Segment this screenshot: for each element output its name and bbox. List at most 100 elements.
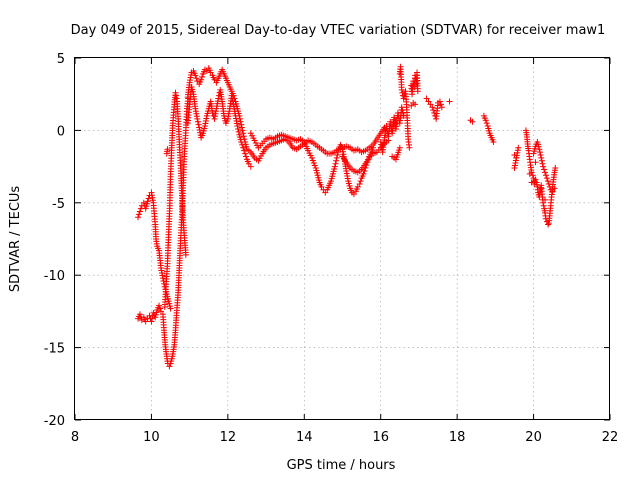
x-tick-label: 18 bbox=[449, 430, 466, 445]
data-point bbox=[156, 302, 163, 309]
y-tick-labels: -20 -15 -10 -5 0 5 bbox=[44, 52, 65, 429]
y-tick-label: 5 bbox=[57, 52, 65, 67]
data-point bbox=[236, 112, 243, 119]
y-tick-label: -15 bbox=[44, 342, 65, 357]
data-point bbox=[370, 144, 377, 151]
data-point bbox=[198, 76, 205, 83]
x-tick-label: 8 bbox=[71, 430, 79, 445]
data-point bbox=[140, 199, 147, 206]
data-point bbox=[398, 86, 405, 93]
data-point bbox=[545, 180, 552, 187]
plot-frame bbox=[74, 57, 610, 420]
x-tick-label: 14 bbox=[296, 430, 313, 445]
data-point bbox=[159, 275, 166, 282]
data-point bbox=[412, 101, 419, 108]
x-axis-label: GPS time / hours bbox=[287, 458, 396, 473]
x-tick-label: 22 bbox=[602, 430, 619, 445]
data-point bbox=[215, 95, 222, 102]
data-point bbox=[545, 221, 552, 228]
data-point bbox=[546, 183, 553, 190]
data-point bbox=[243, 153, 250, 160]
y-axis-label: SDTVAR / TECUs bbox=[8, 186, 23, 293]
data-point bbox=[167, 305, 174, 312]
data-point bbox=[240, 133, 247, 140]
data-point bbox=[542, 196, 549, 203]
data-point bbox=[537, 152, 544, 159]
data-point bbox=[539, 160, 546, 167]
data-point bbox=[166, 363, 173, 370]
data-point bbox=[399, 89, 406, 96]
data-point bbox=[357, 178, 364, 185]
x-tick-label: 16 bbox=[372, 430, 389, 445]
y-tick-label: -10 bbox=[44, 269, 65, 284]
data-point bbox=[247, 163, 254, 170]
x-tick-label: 20 bbox=[525, 430, 542, 445]
data-point bbox=[414, 88, 421, 95]
data-point bbox=[145, 195, 152, 202]
data-point bbox=[199, 73, 206, 80]
data-point bbox=[194, 115, 201, 122]
data-point bbox=[234, 123, 241, 130]
data-point bbox=[536, 146, 543, 153]
data-point bbox=[332, 160, 339, 167]
data-point bbox=[538, 157, 545, 164]
data-point bbox=[240, 144, 247, 151]
data-point bbox=[438, 104, 445, 111]
data-point bbox=[529, 172, 536, 179]
data-point bbox=[483, 120, 490, 127]
data-point bbox=[406, 144, 413, 151]
data-point bbox=[172, 89, 179, 96]
x-tick-labels: 8 10 12 14 16 18 20 22 bbox=[71, 430, 618, 445]
data-point bbox=[239, 127, 246, 134]
data-point bbox=[164, 146, 171, 153]
data-point bbox=[446, 98, 453, 105]
data-point bbox=[144, 198, 151, 205]
data-point bbox=[400, 112, 407, 119]
data-point bbox=[240, 130, 247, 137]
data-point bbox=[436, 98, 443, 105]
data-point bbox=[360, 170, 367, 177]
y-tick-label: -20 bbox=[44, 414, 65, 429]
data-point bbox=[532, 176, 539, 183]
data-point bbox=[334, 152, 341, 159]
data-point bbox=[482, 117, 489, 124]
data-point bbox=[429, 104, 436, 111]
data-point bbox=[333, 154, 340, 161]
data-point bbox=[551, 185, 558, 192]
data-point bbox=[331, 163, 338, 170]
data-point bbox=[542, 169, 549, 176]
data-point bbox=[309, 157, 316, 164]
data-point bbox=[538, 154, 545, 161]
data-point bbox=[528, 179, 535, 186]
data-point bbox=[237, 118, 244, 125]
data-point bbox=[241, 136, 248, 143]
data-point bbox=[430, 107, 437, 114]
data-point bbox=[437, 101, 444, 108]
data-point bbox=[195, 121, 202, 128]
data-point bbox=[136, 211, 143, 218]
x-tick-label: 12 bbox=[220, 430, 237, 445]
y-tick-label: -5 bbox=[52, 197, 65, 212]
data-point bbox=[542, 172, 549, 179]
data-point bbox=[148, 318, 155, 325]
data-point bbox=[230, 92, 237, 99]
data-point bbox=[308, 154, 315, 161]
data-point bbox=[311, 162, 318, 169]
data-point bbox=[135, 214, 142, 221]
data-point bbox=[238, 121, 245, 128]
data-point bbox=[136, 208, 143, 215]
data-point bbox=[396, 144, 403, 151]
data-point bbox=[173, 95, 180, 102]
data-point bbox=[193, 75, 200, 82]
data-point bbox=[333, 157, 340, 164]
data-point bbox=[149, 315, 156, 322]
data-point bbox=[540, 163, 547, 170]
data-point bbox=[236, 115, 243, 122]
data-point bbox=[194, 118, 201, 125]
data-point bbox=[235, 125, 242, 132]
data-point bbox=[544, 178, 551, 185]
x-tick-label: 10 bbox=[143, 430, 160, 445]
grid-lines bbox=[75, 58, 610, 420]
data-point bbox=[540, 202, 547, 209]
data-point bbox=[536, 149, 543, 156]
